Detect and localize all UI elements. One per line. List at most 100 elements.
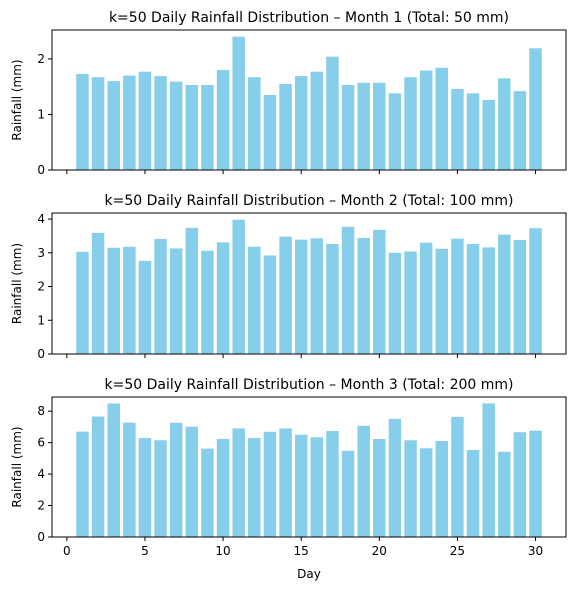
- bar-day-25: [451, 88, 464, 170]
- bar-day-2: [91, 232, 105, 354]
- axes-frame: [51, 212, 567, 355]
- bar-day-20: [373, 82, 386, 170]
- bar-day-24: [435, 67, 449, 170]
- y-tick-label: 0: [37, 163, 45, 177]
- chart-panel-3: 0 2 4 6 8 0 5 10 15 20 25 30 k=50 Daily Rainfall Dis…: [10, 377, 567, 581]
- bar-day-23: [419, 242, 433, 354]
- bar-day-21: [388, 93, 402, 170]
- bar-day-8: [185, 85, 199, 170]
- bar-day-10: [216, 70, 230, 170]
- bar-day-10: [216, 242, 230, 354]
- bar-day-16: [310, 238, 324, 354]
- bar-day-6: [154, 238, 167, 354]
- bar-day-17: [326, 430, 339, 537]
- y-axis-label: Rainfall (mm): [10, 426, 24, 507]
- x-tick-label: 5: [141, 544, 149, 558]
- chart-title: k=50 Daily Rainfall Distribution – Month…: [105, 377, 514, 393]
- bar-day-21: [388, 252, 402, 354]
- bar-day-28: [498, 78, 511, 170]
- bar-day-15: [294, 76, 308, 170]
- bar-day-11: [232, 219, 245, 354]
- bar-day-14: [279, 236, 292, 354]
- bar-day-30: [529, 48, 542, 170]
- y-tick-label: 2: [37, 52, 45, 66]
- bar-day-22: [404, 440, 417, 537]
- bar-day-6: [154, 76, 167, 170]
- x-tick-label: 10: [215, 544, 230, 558]
- bar-day-8: [185, 426, 199, 537]
- bar-day-4: [123, 75, 136, 170]
- y-tick-label: 4: [37, 467, 45, 481]
- bar-day-27: [482, 403, 495, 537]
- bar-day-28: [498, 234, 511, 354]
- y-tick-label: 2: [37, 499, 45, 513]
- x-axis-label: Day: [297, 567, 321, 581]
- bar-day-17: [326, 56, 339, 170]
- bar-day-9: [201, 448, 214, 537]
- bar-day-1: [76, 431, 89, 537]
- bar-day-1: [76, 251, 89, 354]
- bar-day-26: [466, 93, 480, 170]
- bar-day-11: [232, 428, 245, 537]
- bar-day-2: [91, 77, 105, 170]
- bar-day-19: [357, 237, 370, 354]
- bar-day-4: [123, 422, 136, 537]
- bar-day-12: [248, 438, 261, 537]
- bar-day-14: [279, 83, 292, 170]
- y-axis-label: Rainfall (mm): [10, 59, 24, 140]
- axes-frame: [51, 29, 567, 171]
- bar-day-9: [201, 250, 214, 354]
- bar-day-15: [294, 239, 308, 354]
- y-tick-label: 2: [37, 280, 45, 294]
- bar-day-10: [216, 439, 230, 537]
- y-tick-label: 1: [37, 107, 45, 121]
- bar-day-27: [482, 100, 495, 170]
- bar-day-7: [169, 422, 183, 537]
- bar-day-24: [435, 248, 449, 354]
- bar-day-12: [248, 246, 261, 354]
- bar-day-5: [138, 260, 152, 354]
- chart-panel-1: 0 1 2 k=50 Daily Rainfall Distribution – Mo…: [10, 10, 567, 177]
- bar-day-13: [263, 431, 277, 537]
- y-tick-label: 3: [37, 246, 45, 260]
- y-tick-label: 1: [37, 313, 45, 327]
- bar-day-7: [169, 248, 183, 354]
- bar-day-11: [232, 36, 245, 170]
- bar-day-20: [373, 229, 386, 354]
- bar-day-9: [201, 85, 214, 170]
- bar-day-7: [169, 81, 183, 170]
- bar-day-13: [263, 255, 277, 354]
- y-tick-label: 0: [37, 347, 45, 361]
- bar-day-6: [154, 440, 167, 537]
- x-tick-label: 30: [528, 544, 543, 558]
- bar-day-27: [482, 247, 495, 354]
- bar-day-18: [341, 450, 355, 537]
- bar-day-23: [419, 70, 433, 170]
- bar-day-12: [248, 77, 261, 170]
- bar-day-26: [466, 450, 480, 537]
- bar-day-8: [185, 227, 199, 354]
- bar-day-21: [388, 418, 402, 537]
- bar-day-5: [138, 71, 152, 170]
- bar-day-25: [451, 238, 464, 354]
- y-tick-label: 6: [37, 436, 45, 450]
- y-tick-label: 4: [37, 212, 45, 226]
- bar-day-29: [513, 239, 527, 354]
- bar-day-13: [263, 95, 277, 170]
- bar-day-18: [341, 226, 355, 354]
- x-tick-label: 20: [372, 544, 387, 558]
- bar-day-26: [466, 244, 480, 354]
- bar-day-29: [513, 432, 527, 537]
- bar-day-19: [357, 425, 370, 537]
- y-tick-label: 8: [37, 404, 45, 418]
- bar-day-15: [294, 434, 308, 537]
- x-tick-label: 0: [63, 544, 71, 558]
- bar-day-1: [76, 73, 89, 170]
- bar-day-30: [529, 430, 542, 537]
- chart-panel-2: 0 1 2 3 4 k=50 Daily Rainfall Distribution – …: [10, 193, 567, 361]
- y-axis-label: Rainfall (mm): [10, 243, 24, 324]
- x-tick-label: 25: [450, 544, 465, 558]
- axes-frame: [51, 396, 567, 538]
- bar-day-16: [310, 71, 324, 170]
